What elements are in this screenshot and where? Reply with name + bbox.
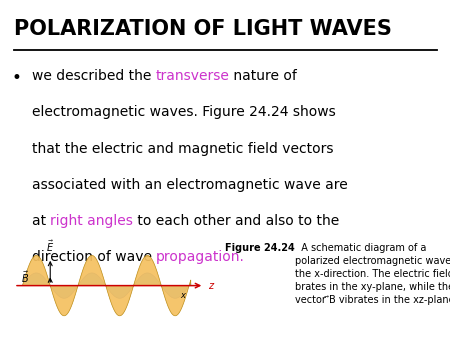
Text: transverse: transverse [155,69,229,83]
Text: right angles: right angles [50,214,133,228]
Polygon shape [189,283,191,286]
Text: electromagnetic waves. Figure 24.24 shows: electromagnetic waves. Figure 24.24 show… [32,105,335,119]
Polygon shape [22,256,50,286]
Polygon shape [162,286,189,316]
Polygon shape [78,273,106,286]
Polygon shape [50,286,78,298]
Polygon shape [134,273,161,286]
Text: $\vec{B}$: $\vec{B}$ [21,270,29,285]
Text: z: z [207,281,213,291]
Text: $\vec{E}$: $\vec{E}$ [46,239,54,254]
Text: at: at [32,214,50,228]
Text: we described the: we described the [32,69,155,83]
Text: x: x [180,291,185,300]
Text: Figure 24.24: Figure 24.24 [225,243,295,254]
Text: •: • [11,69,21,87]
Text: POLARIZATION OF LIGHT WAVES: POLARIZATION OF LIGHT WAVES [14,19,392,39]
Polygon shape [22,273,50,286]
Text: nature of: nature of [229,69,297,83]
Polygon shape [50,286,78,316]
Text: A schematic diagram of a
polarized electromagnetic wave propagating in
the x-dir: A schematic diagram of a polarized elect… [295,243,450,305]
Polygon shape [106,286,134,316]
Polygon shape [162,286,189,298]
Text: propagation.: propagation. [156,250,245,264]
Text: associated with an electromagnetic wave are: associated with an electromagnetic wave … [32,178,347,192]
Polygon shape [134,256,161,286]
Polygon shape [78,256,106,286]
Text: direction of wave: direction of wave [32,250,156,264]
Text: that the electric and magnetic field vectors: that the electric and magnetic field vec… [32,142,333,155]
Text: to each other and also to the: to each other and also to the [133,214,339,228]
Polygon shape [106,286,134,298]
Polygon shape [189,280,191,286]
